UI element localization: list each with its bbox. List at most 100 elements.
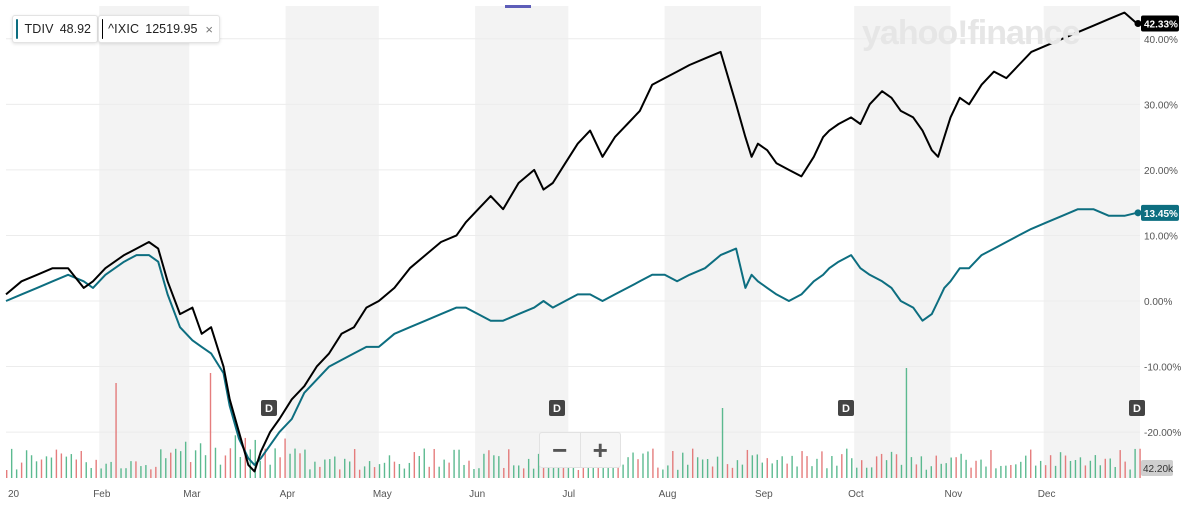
volume-bar [150,469,152,478]
volume-bar [249,449,251,478]
dividend-marker[interactable]: D [549,400,565,416]
volume-bar [880,453,883,478]
volume-bar [259,461,261,478]
dividend-marker-box [1129,400,1145,416]
volume-bar [856,467,858,478]
volume-bar [831,456,833,478]
month-bands [99,6,1140,478]
volume-bar [861,460,863,478]
volume-bar [846,448,848,478]
volume-bar [1059,452,1062,478]
volume-bar [1074,460,1077,478]
volume-bar [40,459,43,478]
volume-bar [498,456,500,478]
volume-bar [811,466,813,478]
volume-bar [1044,465,1047,478]
volume-bar [219,464,222,478]
volume-bar [194,450,197,478]
legend-item-ixic[interactable]: ^IXIC 12519.95 × [98,15,220,43]
volume-bar [25,450,28,478]
volume-bar [284,438,286,478]
volume-bar [279,457,281,478]
zoom-in-button[interactable]: + [592,434,608,465]
series-last-label-box [1141,15,1179,32]
x-tick-label: Nov [944,489,962,500]
dividend-marker[interactable]: D [1129,400,1145,416]
legend-item-tdiv[interactable]: TDIV 48.92 [12,15,98,43]
volume-bar [895,454,898,478]
volume-bar [667,465,669,478]
legend-value: 48.92 [59,22,91,36]
volume-bar [314,461,316,478]
volume-bar [403,468,406,478]
volume-bar [1020,461,1022,478]
series-line-tdiv [5,208,1138,466]
volume-bar [711,466,714,478]
volume-bar [344,458,346,478]
volume-bar [6,470,8,478]
volume-bar [1089,460,1092,478]
volume-bar [329,459,331,478]
volume-bar [254,439,256,478]
volume-bar [508,449,510,478]
volume-bar [925,469,928,478]
volume-bar [1034,465,1037,478]
volume-bar [1079,457,1082,478]
x-tick-label: Sep [755,489,773,500]
volume-bar [428,466,430,478]
volume-bar [771,463,773,478]
dividend-marker[interactable]: D [261,400,277,416]
volume-bar [801,451,803,478]
volume-bar [696,457,699,478]
volume-bar [289,453,291,478]
volume-bar [468,460,470,478]
volume-bar [577,469,580,478]
volume-bar [1010,464,1012,478]
volume-bar [438,466,440,478]
y-tick-label: 30.00% [1144,100,1178,111]
volume-bar [1030,449,1032,478]
volume-bar [657,467,659,478]
volume-bar [443,459,445,478]
volume-bar [602,460,604,478]
volume-bar [160,449,162,478]
volume-bar [786,463,788,478]
volume-bar [65,456,68,478]
gridlines [6,38,1140,433]
y-tick-label: 20.00% [1144,166,1178,177]
volume-bar [637,459,639,478]
volume-bar [115,383,117,478]
x-tick-label: Oct [848,489,864,500]
dividend-marker-letter: D [265,403,273,415]
dividend-marker-letter: D [1133,403,1141,415]
volume-bar [995,468,997,478]
volume-bar [562,459,565,478]
dividend-marker[interactable]: D [838,400,854,416]
zoom-out-button[interactable]: − [540,433,581,467]
volume-bar [761,462,763,478]
close-icon[interactable]: × [205,21,213,37]
month-band [854,6,951,478]
volume-bar [1134,448,1136,478]
volume-bar [582,458,585,478]
volume-label-box [1141,460,1173,476]
volume-bar [776,459,778,478]
volume-bar [975,460,977,478]
volume-bar [900,464,903,478]
series-end-point [1134,20,1142,28]
volume-bar [985,466,987,478]
volume-bar [15,469,18,478]
volume-bar [622,464,624,478]
volume-bar [274,448,276,478]
volume-bar [980,459,982,478]
dividend-marker-letter: D [842,403,850,415]
series-last-label: 42.33% [1144,20,1178,31]
volume-bar [731,467,734,478]
volume-bar [542,466,545,478]
volume-bar [145,465,147,478]
volume-bar [264,448,266,478]
volume-bar [915,464,918,478]
volume-bar [970,467,972,478]
range-indicator [505,5,531,8]
